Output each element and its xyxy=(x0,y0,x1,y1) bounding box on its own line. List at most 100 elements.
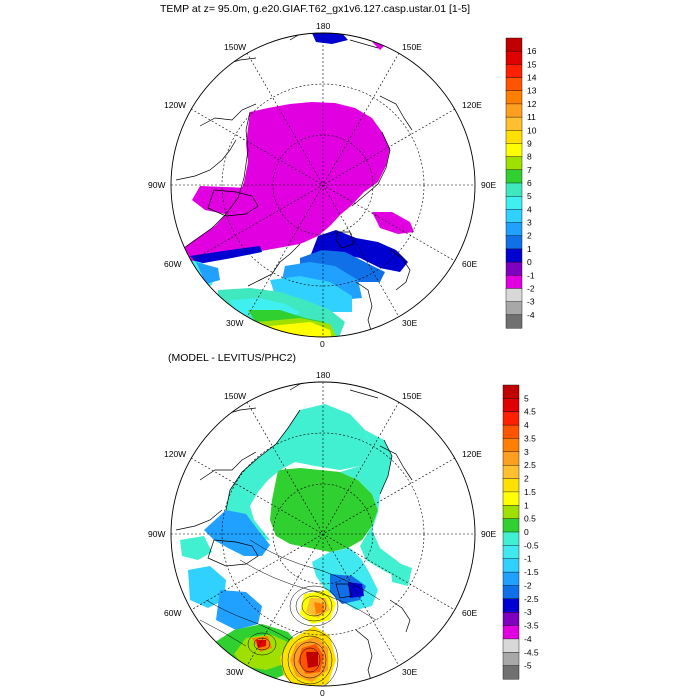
bottom-colorbar-color-box xyxy=(502,505,520,520)
top-colorbar-color-box xyxy=(505,195,523,210)
bottom-colorbar-label: -4.5 xyxy=(524,647,539,657)
top-lon-120w: 120W xyxy=(164,100,186,110)
top-colorbar-label: 1 xyxy=(527,244,532,254)
top-colorbar-label: -1 xyxy=(527,270,535,280)
bottom-colorbar-label: 0 xyxy=(524,527,529,537)
bottom-lon-30e: 30E xyxy=(402,667,417,677)
top-colorbar-color-box xyxy=(505,169,523,184)
bottom-colorbar-label: -2 xyxy=(524,580,532,590)
top-lon-60w: 60W xyxy=(164,259,181,269)
bottom-colorbar-color-box xyxy=(502,424,520,439)
top-colorbar-color-box xyxy=(505,209,523,224)
bottom-colorbar-color-box xyxy=(502,598,520,613)
bottom-lon-30w: 30W xyxy=(226,667,243,677)
top-colorbar-color-box xyxy=(505,77,523,92)
bottom-colorbar-label: 2.5 xyxy=(524,460,536,470)
top-colorbar-color-box xyxy=(505,314,523,329)
top-polar-map: 180 150W 150E 120W 120E 90W 90E 60W 60E … xyxy=(148,21,496,349)
bottom-colorbar-label: 0.5 xyxy=(524,514,536,524)
bottom-lon-0: 0 xyxy=(320,688,325,698)
bottom-colorbar-label: 5 xyxy=(524,393,529,403)
bottom-colorbar-color-box xyxy=(502,464,520,480)
bottom-colorbar-color-box xyxy=(502,611,520,627)
bottom-colorbar-label: 4 xyxy=(524,420,529,430)
top-arctic-cold-region xyxy=(180,102,390,266)
top-lon-150w: 150W xyxy=(224,42,246,52)
top-lon-150e: 150E xyxy=(402,42,422,52)
bottom-colorbar-label: 1 xyxy=(524,500,529,510)
bottom-colorbar-color-box xyxy=(502,518,520,533)
bottom-polar-map: 180 150W 150E 120W 120E 90W 90E 60W 60E … xyxy=(148,370,496,698)
bottom-lon-90w: 90W xyxy=(148,529,165,539)
top-colorbar-color-box xyxy=(505,301,523,316)
top-colorbar-label: 8 xyxy=(527,152,532,162)
bottom-lon-60e: 60E xyxy=(462,608,477,618)
bottom-colorbar-color-box xyxy=(502,638,520,653)
top-colorbar-label: 14 xyxy=(527,73,537,83)
top-lon-0: 0 xyxy=(320,339,325,349)
top-colorbar-color-box xyxy=(505,90,523,105)
top-colorbar-label: 16 xyxy=(527,46,537,56)
top-colorbar-label: 0 xyxy=(527,257,532,267)
top-panel-title: TEMP at z= 95.0m, g.e20.GIAF.T62_gx1v6.1… xyxy=(160,3,471,15)
top-colorbar-label: 15 xyxy=(527,59,537,69)
top-colorbar-color-box xyxy=(505,182,523,197)
top-colorbar-color-box xyxy=(505,37,523,52)
bottom-colorbar-label: 3.5 xyxy=(524,433,536,443)
bottom-panel-title: (MODEL - LEVITUS/PHC2) xyxy=(168,352,296,364)
top-lon-90w: 90W xyxy=(148,180,165,190)
bottom-colorbar-color-box xyxy=(502,585,520,600)
bottom-colorbar-color-box xyxy=(502,545,520,560)
bottom-colorbar-color-box xyxy=(502,652,520,667)
top-colorbar-label: 10 xyxy=(527,125,537,135)
top-lon-30e: 30E xyxy=(402,318,417,328)
top-colorbar-color-box xyxy=(505,143,523,158)
bottom-colorbar-label: 2 xyxy=(524,474,529,484)
top-colorbar-color-box xyxy=(505,156,523,171)
bottom-colorbar-label: -5 xyxy=(524,661,532,671)
top-colorbar-color-box xyxy=(505,288,523,303)
bottom-colorbar-label: -1.5 xyxy=(524,567,539,577)
top-colorbar-color-box xyxy=(505,275,523,289)
top-colorbar-label: -2 xyxy=(527,283,535,293)
bottom-lon-180: 180 xyxy=(316,370,330,380)
bottom-colorbar-color-box xyxy=(502,451,520,466)
bottom-colorbar-label: 3 xyxy=(524,447,529,457)
bottom-colorbar-label: -3 xyxy=(524,607,532,617)
bottom-colorbar-label: -1 xyxy=(524,554,532,564)
top-colorbar-label: 7 xyxy=(527,165,532,175)
top-colorbar-color-box xyxy=(505,261,523,276)
bottom-colorbar-color-box xyxy=(502,438,520,453)
bottom-colorbar-color-box xyxy=(502,625,520,640)
top-colorbar-color-box xyxy=(505,222,523,237)
top-colorbar-label: 9 xyxy=(527,138,532,148)
bottom-colorbar-color-box xyxy=(502,398,520,413)
bottom-colorbar-color-box xyxy=(502,478,520,493)
top-colorbar-color-box xyxy=(505,130,523,144)
bottom-colorbar-color-box xyxy=(502,665,520,680)
top-lon-120e: 120E xyxy=(462,100,482,110)
bottom-lon-150w: 150W xyxy=(224,391,246,401)
top-colorbar-label: 13 xyxy=(527,86,537,96)
bottom-colorbar-label: 4.5 xyxy=(524,407,536,417)
bottom-colorbar-color-box xyxy=(502,531,520,546)
bottom-lon-90e: 90E xyxy=(481,529,496,539)
top-colorbar-label: 4 xyxy=(527,204,532,214)
bottom-colorbar-label: -3.5 xyxy=(524,621,539,631)
bottom-lon-120e: 120E xyxy=(462,449,482,459)
bottom-colorbar-color-box xyxy=(502,491,520,506)
top-atlantic-inflow-0 xyxy=(308,230,408,272)
top-colorbar-label: 3 xyxy=(527,218,532,228)
bottom-colorbar-label: 1.5 xyxy=(524,487,536,497)
top-lon-90e: 90E xyxy=(481,180,496,190)
top-colorbar-color-box xyxy=(505,235,523,250)
bottom-colorbar-color-box xyxy=(502,571,520,586)
top-colorbar-color-box xyxy=(505,116,523,131)
top-colorbar-color-box xyxy=(505,50,523,65)
top-colorbar-label: -3 xyxy=(527,297,535,307)
bottom-colorbar-color-box xyxy=(502,411,520,426)
top-colorbar-color-box xyxy=(505,103,523,118)
bottom-colorbar-label: -4 xyxy=(524,634,532,644)
bottom-colorbar-label: -2.5 xyxy=(524,594,539,604)
bottom-colorbar: 5 4.5 4 3.5 3 2.5 2 1.5 1 0.5 0 -0.5 -1 -1.5 -2 -2.5 -3 -… xyxy=(502,384,539,680)
